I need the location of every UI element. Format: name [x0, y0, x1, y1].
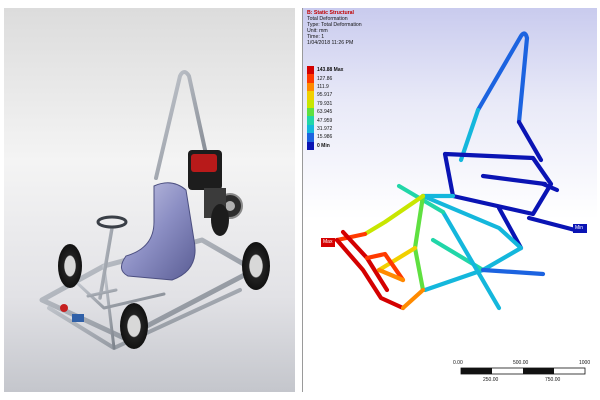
deformed-frame-plot: [321, 31, 587, 375]
scale-label: 0.00: [453, 360, 463, 366]
scale-label: 250.00: [483, 377, 499, 383]
analysis-title: B: Static Structural: [307, 10, 354, 16]
legend-row: 111.9: [307, 82, 343, 92]
legend-row: 0 Min: [307, 141, 343, 150]
legend-label: 0 Min: [317, 142, 330, 149]
legend-swatch: [307, 91, 314, 100]
max-label: Max: [323, 239, 333, 245]
go-kart-cad-render: [39, 70, 270, 350]
legend-swatch: [307, 99, 314, 108]
legend-swatch: [307, 124, 314, 134]
legend-row: 47.959: [307, 116, 343, 125]
legend-label: 111.9: [317, 83, 329, 90]
fea-result-panel: B: Static Structural Total Deformation T…: [302, 8, 597, 392]
legend-label: 63.945: [317, 109, 333, 116]
legend-label: 31.972: [317, 125, 333, 132]
legend-swatch: [307, 116, 314, 125]
legend-row: 143.88 Max: [307, 66, 344, 75]
result-type: Type: Total Deformation: [307, 22, 362, 28]
min-label: Min: [575, 225, 584, 231]
legend-label: 127.86: [317, 75, 333, 82]
max-marker: [321, 238, 335, 247]
legend-swatch: [307, 66, 314, 75]
legend-swatch: [307, 141, 314, 150]
legend-swatch: [307, 133, 314, 142]
color-legend: 143.88 Max 127.86 111.9 95.917 79.931 63…: [307, 66, 343, 150]
legend-label: 95.917: [317, 92, 333, 99]
legend-row: 63.945: [307, 107, 343, 117]
legend-swatch: [307, 107, 314, 117]
steering-wheel: [96, 215, 128, 229]
legend-row: 95.917: [307, 91, 343, 100]
legend-swatch: [307, 82, 314, 92]
wheels: [58, 204, 270, 349]
legend-row: 31.972: [307, 124, 343, 134]
analysis-header: B: Static Structural Total Deformation T…: [307, 10, 362, 46]
legend-label: 47.959: [317, 117, 333, 124]
legend-row: 15.986: [307, 133, 343, 142]
legend-row: 79.931: [307, 99, 343, 108]
legend-label: 15.986: [317, 134, 333, 141]
min-marker: [573, 224, 587, 233]
result-date: 1/04/2018 11:26 PM: [307, 40, 354, 46]
scale-label: 1000: [579, 360, 591, 366]
legend-row: 127.86: [307, 74, 343, 83]
legend-swatch: [307, 74, 314, 83]
cad-render-panel: [4, 8, 295, 392]
result-unit: Unit: mm: [307, 28, 328, 34]
scale-label: 500.00: [513, 360, 529, 366]
legend-label: 79.931: [317, 100, 333, 107]
seat: [121, 182, 196, 281]
scale-bar: [460, 367, 586, 375]
scale-label: 750.00: [545, 377, 561, 383]
result-time: Time: 1: [307, 34, 325, 40]
legend-label: 143.88 Max: [317, 67, 344, 74]
result-name: Total Deformation: [307, 16, 348, 22]
